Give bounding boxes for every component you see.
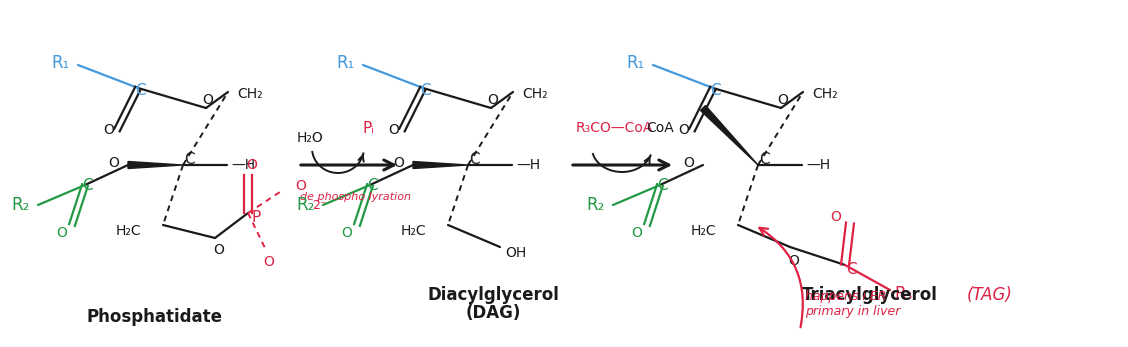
Text: O: O (264, 255, 274, 269)
Text: R₁: R₁ (627, 54, 645, 72)
Text: O: O (394, 156, 405, 170)
Text: CH₂: CH₂ (237, 87, 263, 101)
Text: R₁: R₁ (337, 54, 355, 72)
Text: H₂O: H₂O (297, 131, 324, 145)
Text: OH: OH (505, 246, 527, 260)
Text: C: C (420, 83, 430, 98)
Text: O: O (56, 226, 68, 240)
Text: —H: —H (805, 158, 830, 172)
Text: C: C (367, 178, 377, 193)
Text: O: O (632, 226, 643, 240)
Text: O: O (296, 179, 307, 193)
Text: H₂C: H₂C (400, 224, 426, 238)
Polygon shape (700, 105, 758, 165)
Text: (DAG): (DAG) (466, 304, 521, 322)
Text: C: C (710, 83, 721, 98)
Text: Diacylglycerol: Diacylglycerol (428, 286, 559, 304)
Text: C: C (81, 178, 92, 193)
Text: C: C (656, 178, 668, 193)
Text: de phospho lyration: de phospho lyration (300, 192, 411, 202)
Polygon shape (413, 161, 468, 169)
Text: C: C (184, 152, 194, 167)
Text: O: O (684, 156, 695, 170)
Text: 2⁻: 2⁻ (311, 198, 326, 212)
Text: O: O (679, 123, 689, 137)
Polygon shape (127, 161, 183, 169)
Text: R₃CO—CoA: R₃CO—CoA (576, 121, 653, 135)
Text: Pᵢ: Pᵢ (362, 120, 374, 135)
Text: O: O (830, 210, 841, 224)
Text: —H: —H (515, 158, 540, 172)
Text: Triacylglycerol: Triacylglycerol (802, 286, 938, 304)
Text: R₂: R₂ (297, 196, 315, 214)
Text: C: C (134, 83, 146, 98)
Text: O: O (388, 123, 399, 137)
Text: R₂: R₂ (11, 196, 30, 214)
Text: H₂C: H₂C (690, 224, 716, 238)
Text: R₁: R₁ (52, 54, 70, 72)
Text: H₂C: H₂C (115, 224, 141, 238)
Text: O: O (203, 93, 213, 107)
Text: O: O (342, 226, 352, 240)
Text: happens i ER
primary in liver: happens i ER primary in liver (805, 290, 900, 318)
Text: O: O (487, 93, 499, 107)
Text: C: C (469, 152, 479, 167)
Text: O: O (247, 158, 257, 172)
Text: C: C (846, 262, 856, 277)
Text: O: O (788, 254, 800, 268)
Text: O: O (213, 243, 224, 257)
Text: —H: —H (231, 158, 255, 172)
Text: R₃: R₃ (895, 285, 914, 303)
Text: O: O (108, 156, 120, 170)
Text: P: P (252, 210, 261, 225)
Text: Phosphatidate: Phosphatidate (87, 308, 223, 326)
Text: CH₂: CH₂ (522, 87, 548, 101)
Text: O: O (104, 123, 114, 137)
Text: R₂: R₂ (587, 196, 605, 214)
Text: (TAG): (TAG) (967, 286, 1013, 304)
Text: C: C (759, 152, 769, 167)
Text: CH₂: CH₂ (812, 87, 838, 101)
Text: O: O (777, 93, 788, 107)
Text: CoA: CoA (646, 121, 673, 135)
